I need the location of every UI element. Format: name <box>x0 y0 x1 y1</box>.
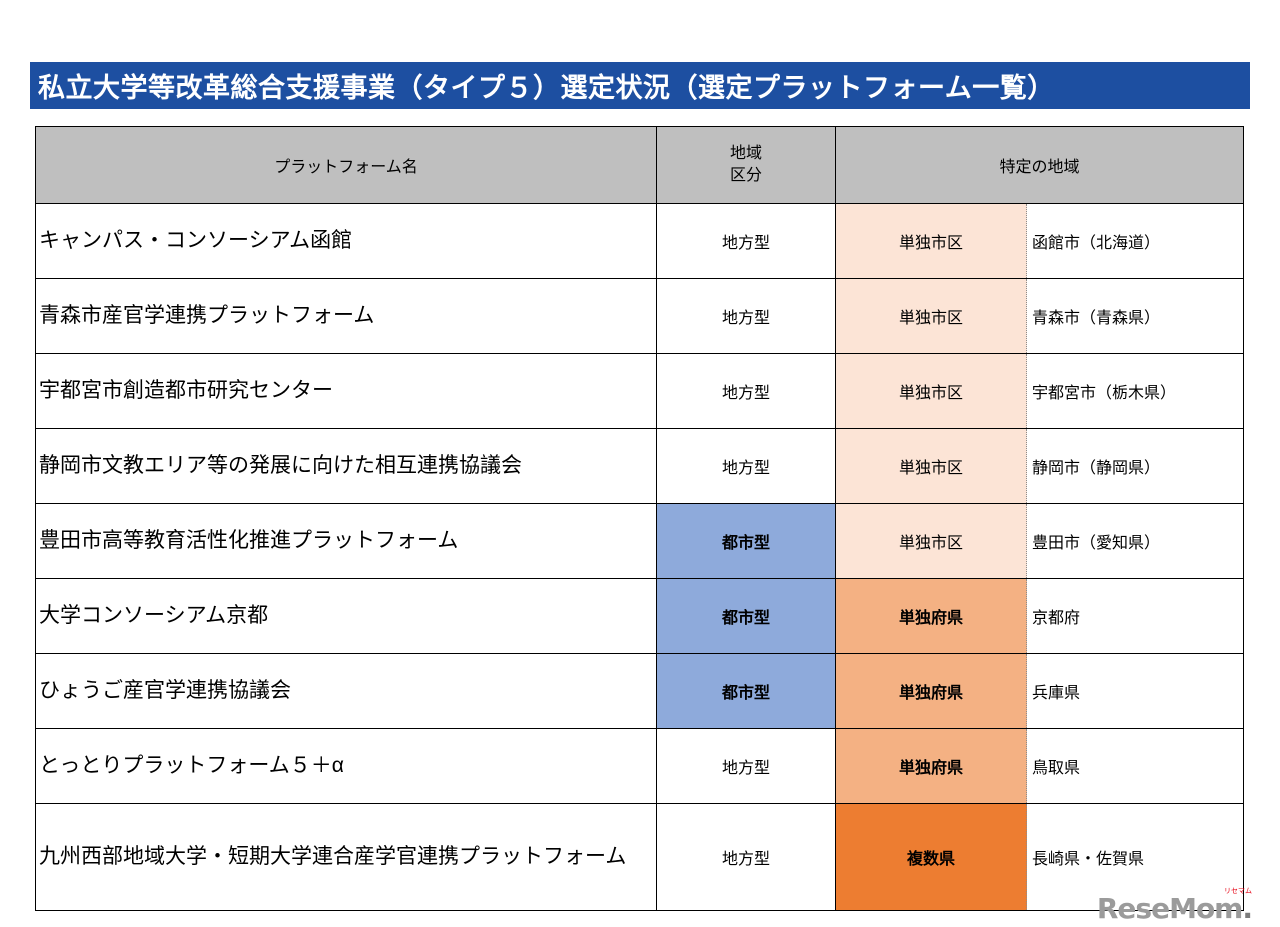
region-type-cell: 地方型 <box>656 203 836 279</box>
area-cell: 豊田市（愛知県） <box>1025 503 1245 579</box>
platform-table: プラットフォーム名 地域 区分 特定の地域 キャンパス・コンソーシアム函館 地方型… <box>35 126 1245 911</box>
platform-name-cell: 静岡市文教エリア等の発展に向けた相互連携協議会 <box>35 428 657 504</box>
platform-name-cell: 九州西部地域大学・短期大学連合産学官連携プラットフォーム <box>35 803 657 911</box>
area-cell: 青森市（青森県） <box>1025 278 1245 354</box>
header-platform-name: プラットフォーム名 <box>35 126 657 204</box>
region-type-cell: 地方型 <box>656 278 836 354</box>
resemom-logo: リセマム ReseMom. <box>1096 888 1253 925</box>
region-type-cell: 地方型 <box>656 353 836 429</box>
region-type-cell: 地方型 <box>656 803 836 911</box>
scope-cell: 単独市区 <box>835 428 1027 504</box>
platform-name-cell: とっとりプラットフォーム５＋α <box>35 728 657 804</box>
area-cell: 京都府 <box>1025 578 1245 654</box>
table-row: 大学コンソーシアム京都 都市型 単独府県 京都府 <box>35 578 1245 654</box>
table-row: 静岡市文教エリア等の発展に向けた相互連携協議会 地方型 単独市区 静岡市（静岡県） <box>35 428 1245 504</box>
scope-cell: 単独市区 <box>835 353 1027 429</box>
table-body: キャンパス・コンソーシアム函館 地方型 単独市区 函館市（北海道） 青森市産官学連携プラ… <box>35 203 1245 911</box>
area-cell: 函館市（北海道） <box>1025 203 1245 279</box>
region-type-cell: 地方型 <box>656 428 836 504</box>
region-type-cell: 都市型 <box>656 578 836 654</box>
scope-cell: 単独市区 <box>835 503 1027 579</box>
table-row: ひょうご産官学連携協議会 都市型 単独府県 兵庫県 <box>35 653 1245 729</box>
header-row: プラットフォーム名 地域 区分 特定の地域 <box>35 126 1245 204</box>
area-cell: 鳥取県 <box>1025 728 1245 804</box>
resemom-logo-kana: リセマム <box>1224 888 1252 895</box>
table-row: キャンパス・コンソーシアム函館 地方型 単独市区 函館市（北海道） <box>35 203 1245 279</box>
resemom-logo-text: ReseMom <box>1096 892 1243 925</box>
page-title: 私立大学等改革総合支援事業（タイプ５）選定状況（選定プラットフォーム一覧） <box>30 62 1250 109</box>
area-cell: 兵庫県 <box>1025 653 1245 729</box>
scope-cell: 単独府県 <box>835 728 1027 804</box>
table-row: 九州西部地域大学・短期大学連合産学官連携プラットフォーム 地方型 複数県 長崎県・佐賀… <box>35 803 1245 911</box>
platform-name-cell: 宇都宮市創造都市研究センター <box>35 353 657 429</box>
scope-cell: 複数県 <box>835 803 1027 911</box>
header-region-type: 地域 区分 <box>656 126 836 204</box>
platform-name-cell: ひょうご産官学連携協議会 <box>35 653 657 729</box>
area-cell: 静岡市（静岡県） <box>1025 428 1245 504</box>
table-row: とっとりプラットフォーム５＋α 地方型 単独府県 鳥取県 <box>35 728 1245 804</box>
table-row: 青森市産官学連携プラットフォーム 地方型 単独市区 青森市（青森県） <box>35 278 1245 354</box>
platform-name-cell: 青森市産官学連携プラットフォーム <box>35 278 657 354</box>
header-specific-region: 特定の地域 <box>834 126 1245 204</box>
platform-name-cell: 豊田市高等教育活性化推進プラットフォーム <box>35 503 657 579</box>
area-cell: 宇都宮市（栃木県） <box>1025 353 1245 429</box>
platform-name-cell: キャンパス・コンソーシアム函館 <box>35 203 657 279</box>
platform-name-cell: 大学コンソーシアム京都 <box>35 578 657 654</box>
table-row: 宇都宮市創造都市研究センター 地方型 単独市区 宇都宮市（栃木県） <box>35 353 1245 429</box>
scope-cell: 単独府県 <box>835 578 1027 654</box>
region-type-cell: 地方型 <box>656 728 836 804</box>
table-row: 豊田市高等教育活性化推進プラットフォーム 都市型 単独市区 豊田市（愛知県） <box>35 503 1245 579</box>
resemom-logo-dot: . <box>1242 892 1253 925</box>
region-type-cell: 都市型 <box>656 503 836 579</box>
table-header: プラットフォーム名 地域 区分 特定の地域 <box>35 126 1245 204</box>
scope-cell: 単独市区 <box>835 203 1027 279</box>
area-cell: 長崎県・佐賀県 <box>1025 803 1245 911</box>
region-type-cell: 都市型 <box>656 653 836 729</box>
scope-cell: 単独市区 <box>835 278 1027 354</box>
scope-cell: 単独府県 <box>835 653 1027 729</box>
